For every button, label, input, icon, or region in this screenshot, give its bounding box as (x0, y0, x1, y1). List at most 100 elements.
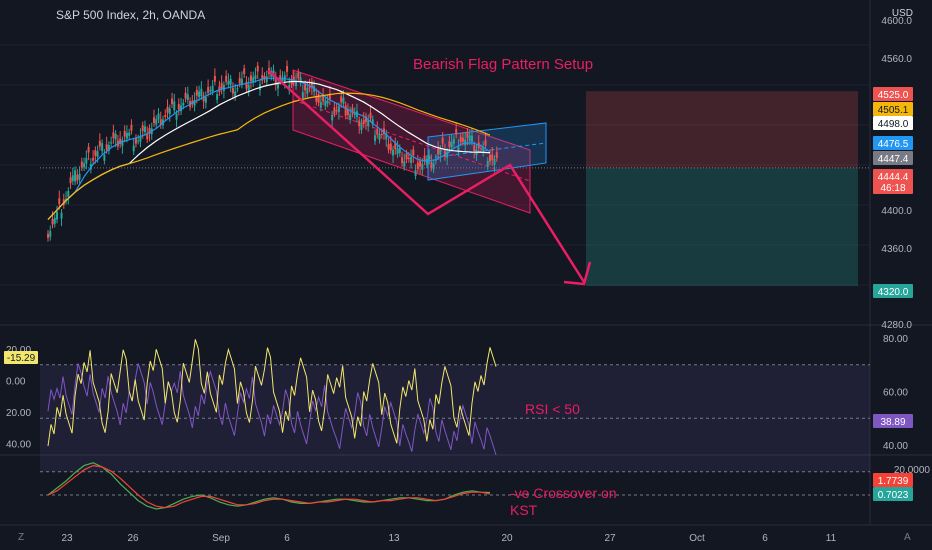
candle-body (56, 211, 59, 220)
x-tick-label: 11 (826, 533, 837, 544)
candle-body (360, 124, 363, 131)
candle-body (65, 198, 68, 201)
price-tick-label: 4360.0 (881, 244, 912, 255)
candle-body (410, 157, 413, 163)
candle-body (484, 139, 487, 146)
auto-scale-icon[interactable]: A (904, 532, 911, 543)
candle-body (319, 101, 322, 108)
candle-body (407, 157, 410, 159)
rsi-value-label: -15.29 (7, 353, 36, 364)
timezone-icon[interactable]: Z (18, 532, 24, 543)
candle-body (419, 160, 422, 167)
candle-body (92, 157, 95, 161)
candle-body (342, 97, 345, 104)
flag-channel-blue (427, 122, 547, 181)
x-tick-label: 13 (388, 533, 400, 544)
candle-body (146, 134, 149, 140)
candle-body (439, 148, 442, 155)
candle-body (306, 88, 309, 94)
candle-body (466, 131, 469, 138)
candle-body (373, 135, 376, 142)
candle-body (139, 135, 142, 142)
candle-body (213, 75, 216, 82)
candle-body (389, 143, 392, 151)
candle-body (207, 87, 210, 93)
candle-body (326, 100, 329, 104)
price-label: 46:18 (880, 183, 905, 194)
pattern-drawings (267, 69, 592, 286)
candle-body (198, 91, 201, 98)
flag-midline (427, 142, 547, 159)
candle-body (412, 149, 415, 156)
price-label-bg (873, 136, 913, 150)
candle-body (405, 153, 408, 160)
candle-body (392, 149, 395, 156)
candle-body (328, 93, 331, 100)
x-tick-label: Sep (212, 533, 230, 544)
candle-body (441, 137, 444, 144)
candle-body (130, 124, 133, 131)
rsi-tick-label: 60.00 (883, 388, 908, 399)
candle-body (186, 94, 189, 101)
kst-value-label: 1.7739 (878, 476, 909, 487)
candle-body (385, 133, 388, 140)
candle-body (247, 84, 250, 91)
candle-body (446, 151, 449, 158)
candle-body (69, 177, 72, 184)
candle-body (123, 130, 126, 137)
candle-body (450, 141, 453, 148)
candle-body (398, 148, 401, 153)
candle-body (308, 86, 311, 89)
candle-body (452, 139, 455, 144)
rsi-annotation: RSI < 50 (525, 401, 580, 417)
candle-body (353, 113, 356, 115)
trade-zone (40, 91, 870, 286)
candle-body (191, 100, 194, 105)
candle-body (171, 98, 174, 105)
candle-body (299, 77, 302, 83)
candle-body (430, 161, 433, 168)
currency-label[interactable]: USD (892, 8, 913, 19)
kst-tick-label: 20.0000 (894, 465, 931, 476)
price-label: 4320.0 (878, 287, 909, 298)
candle-body (80, 161, 83, 168)
candle-body (349, 114, 352, 120)
kst-annotation-line1: -ve Crossover on (510, 485, 617, 501)
chart-title: S&P 500 Index, 2h, OANDA (56, 8, 206, 22)
candle-body (461, 137, 464, 142)
candle-body (236, 88, 239, 90)
candle-body (333, 107, 336, 114)
price-label: 4498.0 (878, 119, 909, 130)
candle-body (211, 85, 214, 92)
candle-body (74, 170, 77, 182)
candle-body (49, 231, 52, 237)
candle-body (470, 135, 473, 142)
candle-body (448, 141, 451, 147)
candle-body (376, 128, 379, 135)
price-label-bg (873, 102, 913, 116)
candle-body (346, 109, 349, 115)
x-tick-label: 6 (762, 533, 768, 544)
candle-body (364, 116, 367, 123)
price-label: 4525.0 (878, 90, 909, 101)
candle-body (177, 104, 180, 110)
left-tick-label: 40.00 (6, 440, 31, 451)
candle-body (362, 119, 365, 124)
moving-averages (47, 77, 491, 220)
candle-body (238, 77, 241, 84)
candle-body (101, 143, 104, 152)
price-label-bg (873, 87, 913, 101)
candle-body (265, 76, 268, 83)
candle-body (71, 175, 74, 182)
candle-body (105, 144, 108, 150)
candle-body (175, 113, 178, 120)
candle-body (152, 117, 155, 123)
candle-body (85, 157, 88, 164)
left-tick-label: 20.00 (6, 408, 31, 419)
candle-body (286, 66, 289, 72)
candle-body (401, 157, 404, 163)
candle-body (340, 96, 343, 103)
rsi-value-label: 38.89 (880, 417, 905, 428)
candle-body (479, 148, 482, 150)
